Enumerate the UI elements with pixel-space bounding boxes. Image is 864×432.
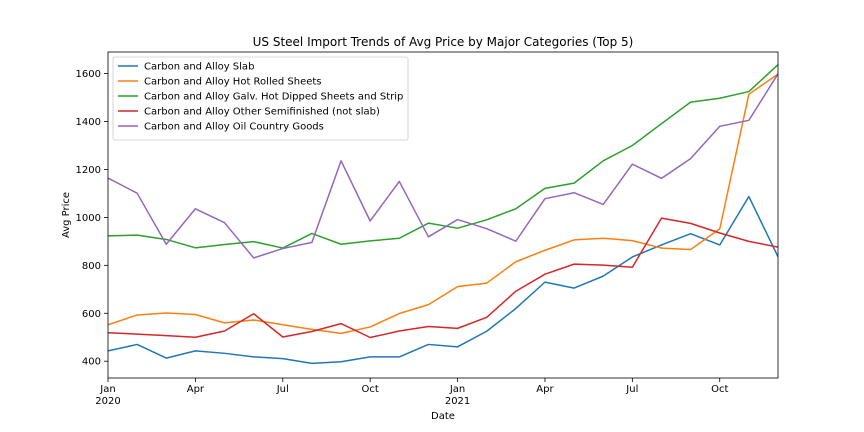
y-tick-label: 600 bbox=[82, 309, 101, 320]
series-line-4 bbox=[108, 217, 778, 339]
x-tick-label: Oct bbox=[362, 384, 379, 395]
x-tick-label: Jul bbox=[625, 384, 638, 395]
series-layer bbox=[108, 64, 778, 365]
legend-label: Carbon and Alloy Galv. Hot Dipped Sheets… bbox=[144, 92, 403, 103]
series-line-2 bbox=[108, 73, 778, 335]
x-tick-label: Apr bbox=[187, 384, 205, 395]
legend-label: Carbon and Alloy Slab bbox=[144, 62, 254, 73]
series-line-5 bbox=[108, 73, 778, 259]
legend-label: Carbon and Alloy Other Semifinished (not… bbox=[144, 107, 380, 118]
y-tick-label: 1600 bbox=[76, 69, 101, 80]
x-tick-label: Apr bbox=[536, 384, 554, 395]
y-tick-label: 1000 bbox=[76, 213, 101, 224]
x-tick-label: Jul bbox=[276, 384, 289, 395]
x-tick-year-label: 2021 bbox=[445, 396, 470, 407]
chart-title: US Steel Import Trends of Avg Price by M… bbox=[253, 35, 634, 49]
y-axis: 400 600 800 1000 1200 1400 1600 bbox=[76, 69, 108, 368]
legend: Carbon and Alloy Slab Carbon and Alloy Ho… bbox=[112, 56, 409, 141]
legend-box bbox=[112, 56, 409, 141]
y-tick-label: 1400 bbox=[76, 117, 101, 128]
legend-label: Carbon and Alloy Oil Country Goods bbox=[144, 122, 324, 133]
y-tick-label: 800 bbox=[82, 261, 101, 272]
y-tick-label: 400 bbox=[82, 357, 101, 368]
legend-label: Carbon and Alloy Hot Rolled Sheets bbox=[144, 77, 322, 88]
x-tick-label: Jan bbox=[449, 384, 465, 395]
x-tick-label: Jan bbox=[99, 384, 115, 395]
plot-frame bbox=[107, 51, 779, 379]
x-axis-title: Date bbox=[431, 411, 455, 422]
y-axis-title: Avg Price bbox=[61, 192, 72, 238]
series-line-3 bbox=[108, 64, 778, 249]
x-tick-label: Oct bbox=[711, 384, 728, 395]
y-tick-label: 1200 bbox=[76, 165, 101, 176]
x-tick-year-label: 2020 bbox=[95, 396, 120, 407]
series-line-1 bbox=[108, 195, 778, 365]
